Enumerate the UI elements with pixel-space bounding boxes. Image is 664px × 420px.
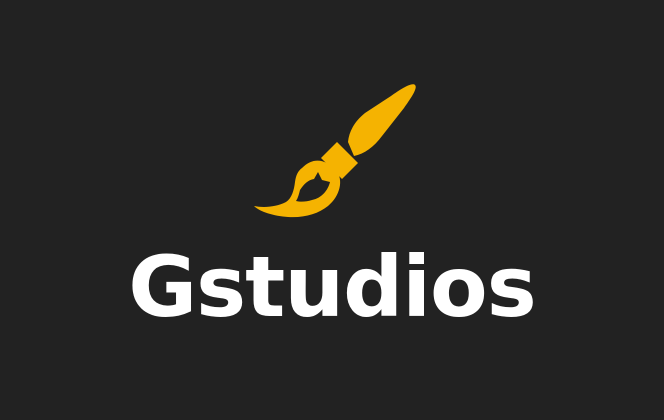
brush-bristles: [254, 160, 341, 218]
brush-ferrule: [321, 142, 358, 179]
paintbrush-shape: [254, 84, 416, 218]
brush-cutout: [296, 172, 330, 202]
brush-handle: [348, 84, 416, 156]
brand-wordmark: Gstudios: [128, 238, 537, 336]
paintbrush-icon: [254, 84, 416, 218]
